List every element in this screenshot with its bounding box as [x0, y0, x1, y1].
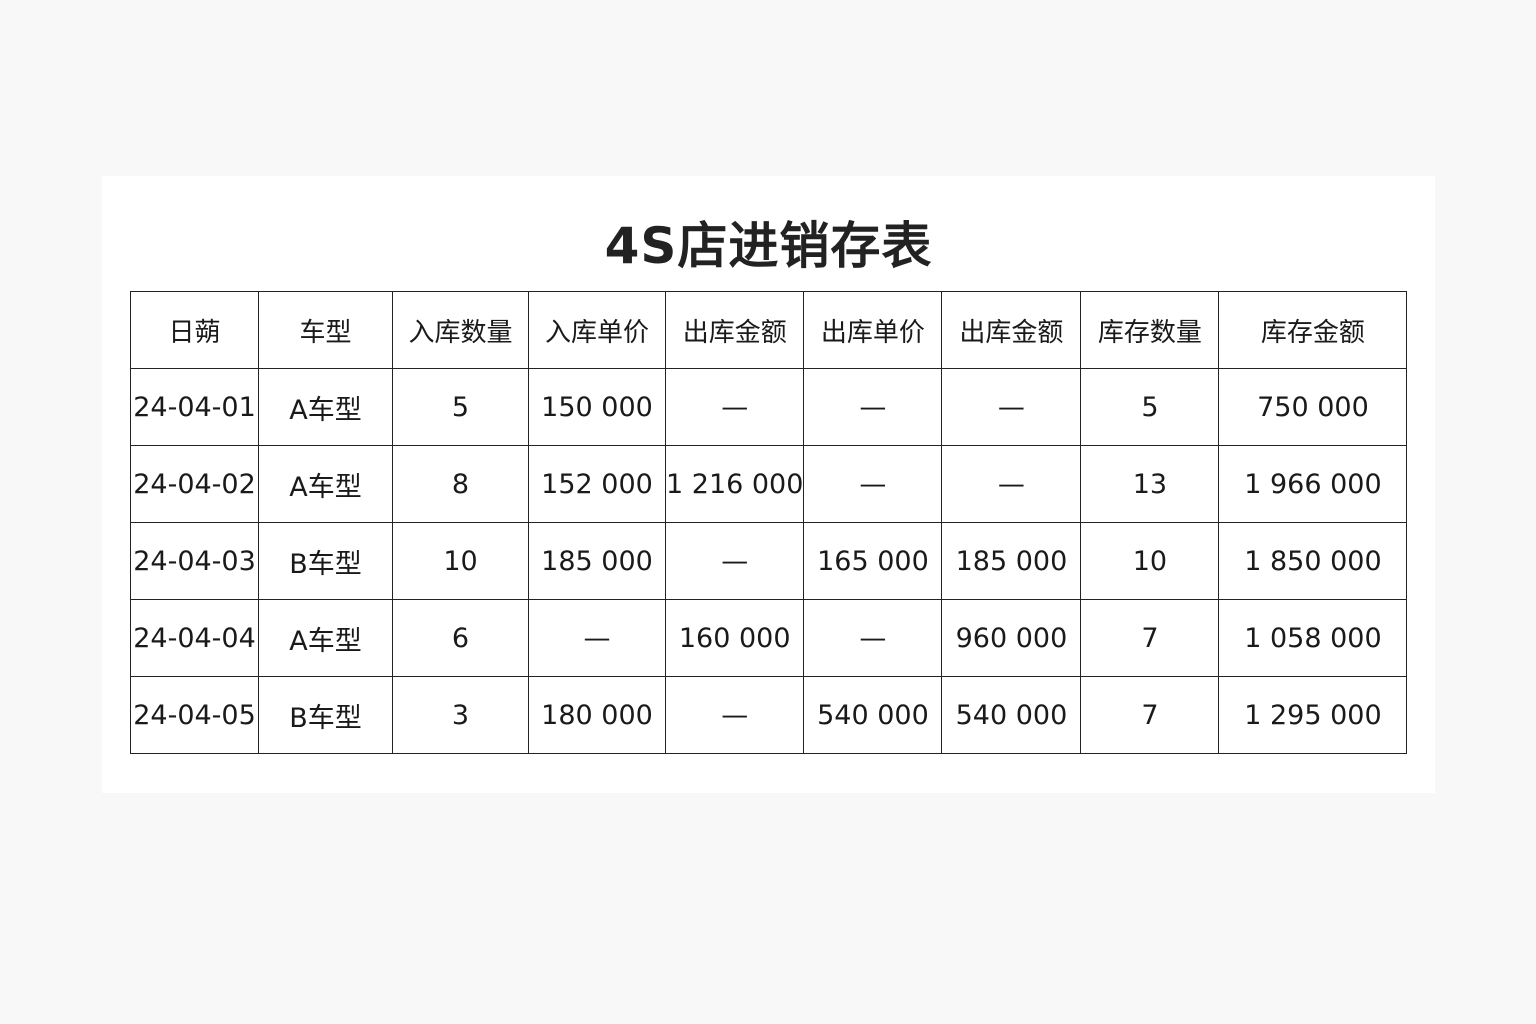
table-cell: 5: [392, 368, 529, 446]
table-cell: 180 000: [528, 676, 666, 754]
table-cell: 24-04-02: [130, 445, 259, 523]
table-cell: 3: [392, 676, 529, 754]
table-cell: A车型: [258, 445, 393, 523]
column-header: 库存金额: [1218, 291, 1408, 369]
table-cell: 540 000: [941, 676, 1082, 754]
table-cell: 1 850 000: [1218, 522, 1408, 600]
table-cell: —: [803, 445, 943, 523]
table-cell: —: [528, 599, 666, 677]
table-row: 24-04-01 A车型 5 150 000— — —5 750 000: [130, 368, 1408, 446]
header-row: 日蒴 车型 入库数量 入库单价 出库金额 出库单价 出库金额 库存数量 库存金额: [130, 291, 1408, 369]
table-cell: 24-04-03: [130, 522, 259, 600]
inventory-table: 日蒴 车型 入库数量 入库单价 出库金额 出库单价 出库金额 库存数量 库存金额 24-04-0…: [130, 291, 1408, 754]
table-cell: 165 000: [803, 522, 943, 600]
table-cell: 6: [392, 599, 529, 677]
table-cell: 185 000: [941, 522, 1082, 600]
table-cell: B车型: [258, 676, 393, 754]
table-cell: 960 000: [941, 599, 1082, 677]
table-cell: B车型: [258, 522, 393, 600]
table-cell: 13: [1080, 445, 1220, 523]
table-cell: 150 000: [528, 368, 666, 446]
table-cell: —: [664, 676, 805, 754]
column-header: 入库单价: [528, 291, 666, 369]
table-cell: A车型: [258, 599, 393, 677]
table-cell: 5: [1080, 368, 1220, 446]
document-card: 4S店进销存表 日蒴 车型 入库数量 入库单价 出库金额 出库单价 出库金额 库存数量 库存金额…: [102, 176, 1435, 793]
table-cell: 1 295 000: [1218, 676, 1408, 754]
table-cell: —: [803, 599, 943, 677]
table-cell: 540 000: [803, 676, 943, 754]
column-header: 库存数量: [1080, 291, 1220, 369]
table-cell: 24-04-05: [130, 676, 259, 754]
table-cell: 7: [1080, 599, 1220, 677]
table-row: 24-04-04 A车型 6—160 000—960 000 7 1 058 000: [130, 599, 1408, 677]
table-cell: —: [803, 368, 943, 446]
table-cell: 152 000: [528, 445, 666, 523]
table-cell: 24-04-04: [130, 599, 259, 677]
table-row: 24-04-02 A车型 8 152 000 1 216 000— —13 1 966 00…: [130, 445, 1408, 523]
column-header: 出库金额: [664, 291, 805, 369]
table-cell: 1 058 000: [1218, 599, 1408, 677]
column-header: 出库单价: [803, 291, 943, 369]
table-cell: 8: [392, 445, 529, 523]
table-cell: 10: [392, 522, 529, 600]
table-cell: 10: [1080, 522, 1220, 600]
table-cell: —: [941, 445, 1082, 523]
column-header: 出库金额: [941, 291, 1082, 369]
table-title: 4S店进销存表: [604, 217, 933, 275]
table-cell: 750 000: [1218, 368, 1408, 446]
table-row: 24-04-05 B车型 3 180 000—540 000 540 000 7 1 295…: [130, 676, 1408, 754]
table-cell: 7: [1080, 676, 1220, 754]
table-cell: 1 216 000: [664, 445, 805, 523]
table-row: 24-04-03 B车型 10 185 000—165 000 185 000 10 1 8…: [130, 522, 1408, 600]
table-cell: 1 966 000: [1218, 445, 1408, 523]
table-cell: 24-04-01: [130, 368, 259, 446]
table-cell: 160 000: [664, 599, 805, 677]
table-cell: —: [664, 368, 805, 446]
table-cell: —: [941, 368, 1082, 446]
column-header: 日蒴: [130, 291, 259, 369]
table-cell: A车型: [258, 368, 393, 446]
table-cell: 185 000: [528, 522, 666, 600]
table-cell: —: [664, 522, 805, 600]
column-header: 入库数量: [392, 291, 529, 369]
column-header: 车型: [258, 291, 393, 369]
